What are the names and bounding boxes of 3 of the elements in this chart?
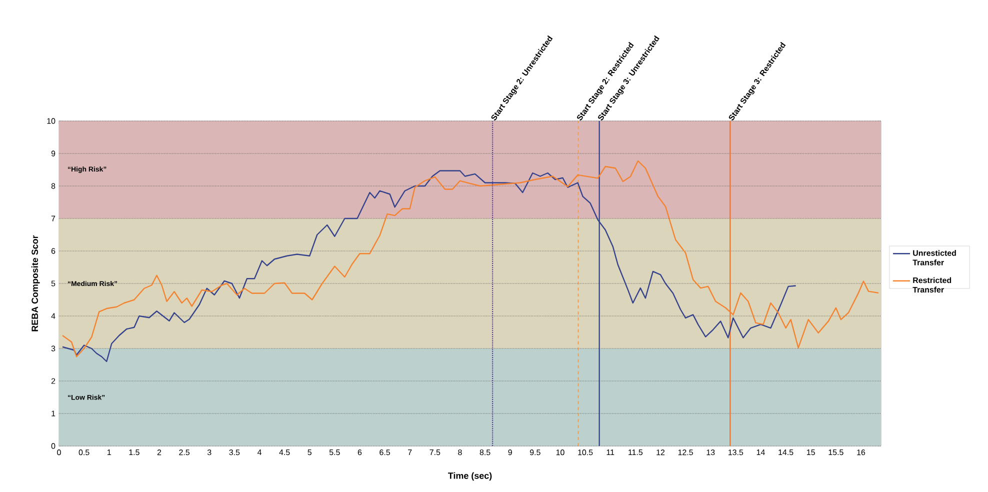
line-series (62, 160, 880, 358)
x-axis-title: Time (sec) (448, 472, 492, 481)
y-axis-title: REBA Composite Scor (31, 235, 40, 332)
